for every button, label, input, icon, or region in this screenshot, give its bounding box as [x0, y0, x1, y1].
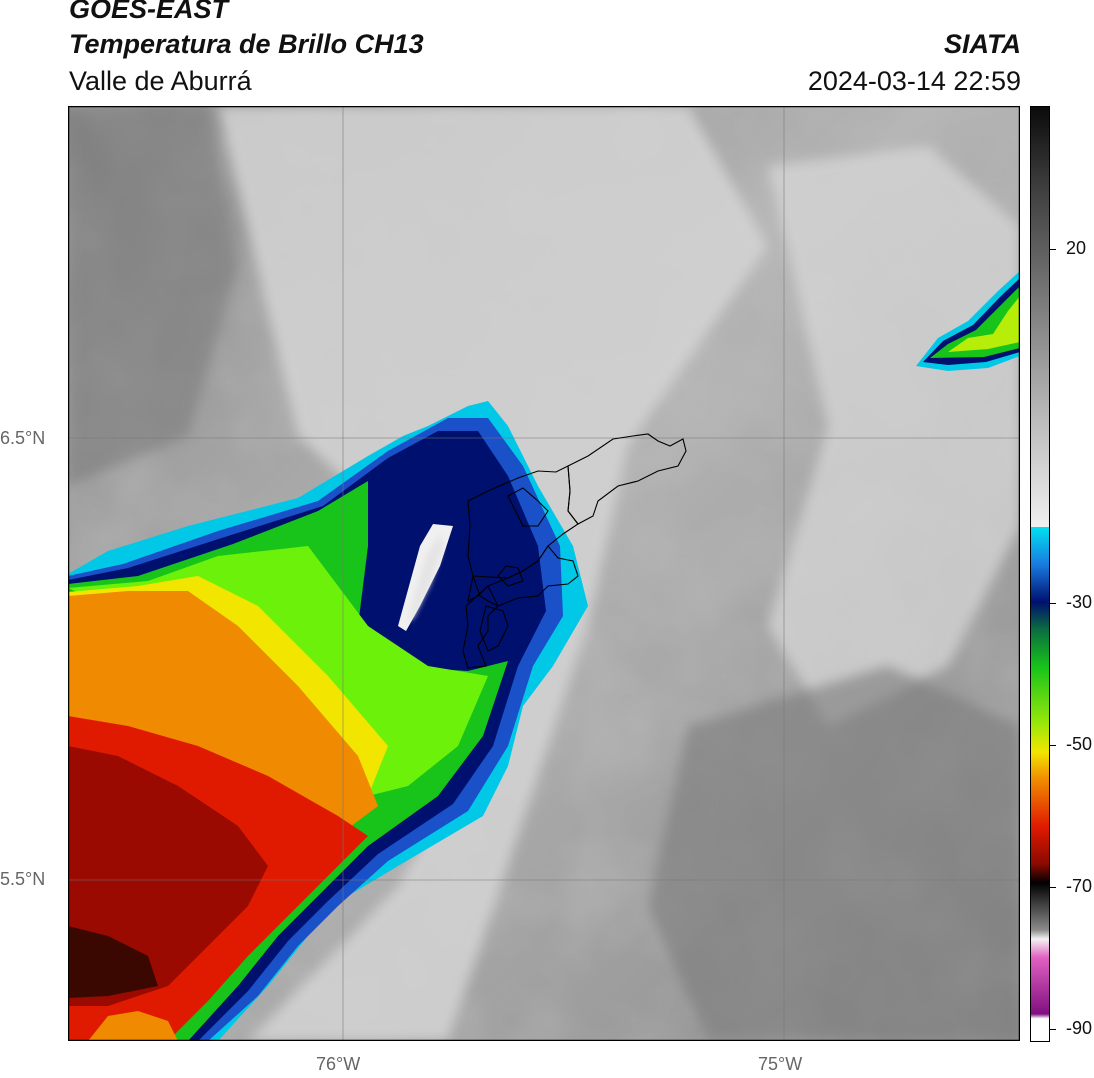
light-band-2 — [768, 146, 1020, 726]
product-title: Temperatura de Brillo CH13 — [69, 29, 424, 59]
cb-tick — [1050, 603, 1056, 604]
cb-tick — [1050, 887, 1056, 888]
colorbar-tick-label: 20 — [1066, 238, 1087, 258]
colorbar-tick-label: -90 — [1066, 1018, 1093, 1038]
lon-label: 76°W — [316, 1054, 361, 1074]
lat-label: 6.5°N — [0, 428, 46, 448]
cb-tick — [1050, 1029, 1056, 1030]
lon-label: 75°W — [758, 1054, 803, 1074]
colorbar — [1030, 106, 1050, 1042]
satellite-title: GOES-EAST — [69, 0, 229, 24]
org-label: SIATA — [944, 29, 1021, 59]
cell-yellow — [948, 296, 1020, 352]
dark-patch — [648, 666, 1020, 1041]
colorbar-tick-label: -30 — [1066, 592, 1093, 612]
warm-hole-inner — [408, 534, 443, 621]
colorbar-tick-label: -50 — [1066, 734, 1093, 754]
cloud-maroon — [68, 926, 158, 998]
municipal-boundaries — [462, 433, 687, 669]
timestamp: 2024-03-14 22:59 — [807, 66, 1021, 96]
colorbar-tick-label: -70 — [1066, 876, 1093, 896]
satellite-map — [68, 106, 1020, 1041]
dark-patch-2 — [68, 106, 238, 486]
cloud-orange-bottom — [88, 1011, 178, 1041]
lat-label: 5.5°N — [0, 869, 46, 889]
region-subtitle: Valle de Aburrá — [69, 66, 252, 96]
cb-tick — [1050, 745, 1056, 746]
cb-tick — [1050, 249, 1056, 250]
